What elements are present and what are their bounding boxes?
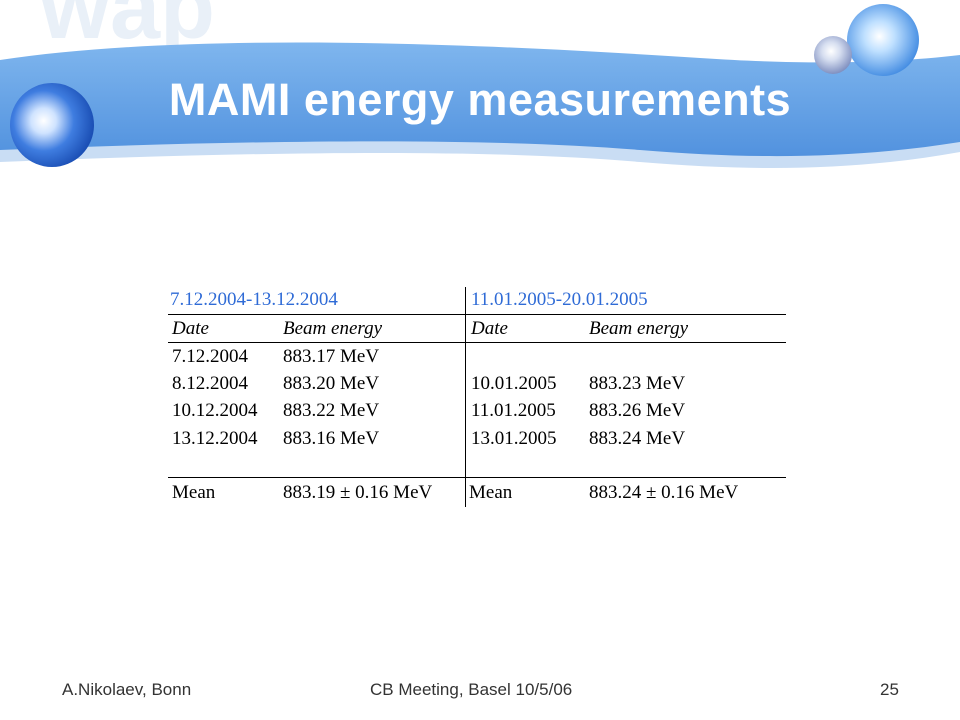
right-mean-label: Mean <box>469 482 513 503</box>
left-energy-header: Beam energy <box>283 318 382 339</box>
left-row-date: 7.12.2004 <box>172 346 248 367</box>
right-row-energy: 883.24 MeV <box>589 428 686 449</box>
left-row-date: 13.12.2004 <box>172 428 258 449</box>
right-energy-header: Beam energy <box>589 318 688 339</box>
page-number: 25 <box>880 680 899 699</box>
left-mean-value: 883.19 ± 0.16 MeV <box>283 482 433 503</box>
mean-rule <box>168 477 786 478</box>
right-row-date: 10.01.2005 <box>471 373 557 394</box>
left-row-date: 8.12.2004 <box>172 373 248 394</box>
left-date-header: Date <box>172 318 209 339</box>
right-row-date: 13.01.2005 <box>471 428 557 449</box>
left-row-energy: 883.22 MeV <box>283 400 380 421</box>
header-rule-top <box>168 314 786 315</box>
footer-event: CB Meeting, Basel 10/5/06 <box>370 680 573 699</box>
right-row-date: 11.01.2005 <box>471 400 556 421</box>
right-date-header: Date <box>471 318 508 339</box>
header-banner: wap <box>0 0 960 210</box>
header-rule-bottom <box>168 342 786 343</box>
left-row-date: 10.12.2004 <box>172 400 258 421</box>
column-divider <box>465 287 466 507</box>
right-row-energy: 883.23 MeV <box>589 373 686 394</box>
left-row-energy: 883.17 MeV <box>283 346 380 367</box>
left-mean-label: Mean <box>172 482 216 503</box>
left-row-energy: 883.16 MeV <box>283 428 380 449</box>
left-row-energy: 883.20 MeV <box>283 373 380 394</box>
footer-author: A.Nikolaev, Bonn <box>62 680 192 699</box>
left-period-header: 7.12.2004-13.12.2004 <box>170 289 338 310</box>
right-period-header: 11.01.2005-20.01.2005 <box>471 289 648 310</box>
energy-table: 7.12.2004-13.12.2004 11.01.2005-20.01.20… <box>168 287 786 509</box>
slide-title: MAMI energy measurements <box>168 74 792 125</box>
right-row-energy: 883.26 MeV <box>589 400 686 421</box>
right-mean-value: 883.24 ± 0.16 MeV <box>589 482 739 503</box>
